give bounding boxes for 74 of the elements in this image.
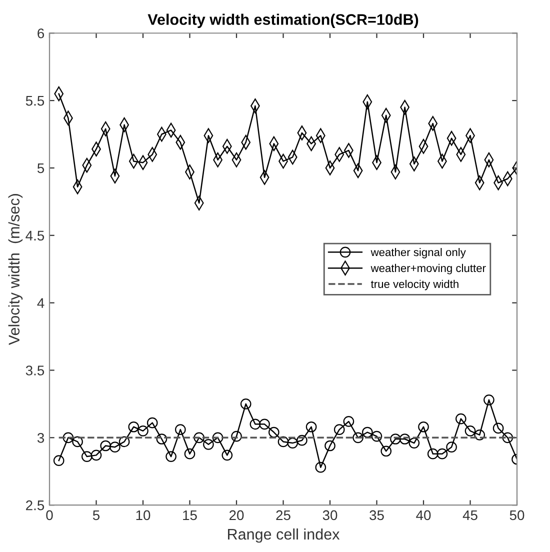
point bbox=[138, 426, 148, 436]
x-axis-title: Range cell index bbox=[228, 528, 340, 543]
point bbox=[250, 418, 261, 430]
point bbox=[464, 426, 476, 436]
point bbox=[343, 416, 354, 427]
point bbox=[306, 421, 317, 432]
point bbox=[474, 430, 486, 440]
legend-label: weather signal only bbox=[370, 248, 466, 258]
x-tick-label: 30 bbox=[322, 510, 338, 520]
point bbox=[455, 413, 466, 424]
point bbox=[362, 426, 373, 438]
point bbox=[231, 430, 242, 442]
y-tick-label: 6 bbox=[38, 28, 44, 38]
point bbox=[174, 424, 186, 435]
point bbox=[278, 436, 289, 448]
legend-label: weather+moving clutter bbox=[370, 264, 486, 274]
point bbox=[492, 422, 504, 434]
point bbox=[72, 436, 83, 448]
point bbox=[53, 455, 64, 466]
point bbox=[399, 434, 410, 444]
point bbox=[184, 448, 196, 460]
x-tick-label: 20 bbox=[229, 510, 244, 520]
x-tick-label: 5 bbox=[92, 510, 100, 520]
point bbox=[484, 394, 494, 406]
point bbox=[296, 434, 308, 446]
point bbox=[259, 418, 270, 430]
y-tick-label: 4 bbox=[37, 298, 44, 308]
x-tick-label: 50 bbox=[510, 510, 524, 520]
point bbox=[408, 438, 420, 448]
x-tick-label: 0 bbox=[46, 510, 53, 520]
point bbox=[166, 451, 176, 462]
point bbox=[352, 432, 364, 444]
x-tick-label: 35 bbox=[370, 510, 384, 520]
x-tick-label: 45 bbox=[462, 510, 478, 520]
point bbox=[62, 432, 74, 444]
point bbox=[287, 438, 298, 448]
point bbox=[390, 434, 401, 444]
point bbox=[427, 448, 438, 460]
point bbox=[90, 450, 102, 461]
point bbox=[436, 448, 448, 460]
point bbox=[418, 421, 429, 432]
point bbox=[194, 432, 205, 444]
point bbox=[324, 440, 336, 452]
point bbox=[446, 442, 457, 453]
legend-label: true velocity width bbox=[370, 280, 458, 290]
point bbox=[110, 442, 120, 453]
point bbox=[146, 417, 158, 428]
point bbox=[334, 424, 345, 435]
x-tick-label: 10 bbox=[136, 510, 150, 520]
point bbox=[100, 440, 112, 452]
point bbox=[212, 432, 224, 444]
point bbox=[81, 451, 92, 462]
point bbox=[371, 430, 382, 442]
point bbox=[156, 434, 168, 444]
y-tick-label: 4.5 bbox=[26, 230, 44, 241]
point bbox=[203, 438, 214, 450]
x-tick-label: 15 bbox=[183, 510, 197, 520]
y-tick-label: 5.5 bbox=[26, 96, 44, 106]
point bbox=[502, 432, 514, 444]
point bbox=[240, 398, 252, 410]
point bbox=[222, 450, 233, 461]
point bbox=[128, 421, 140, 432]
x-tick-label: 40 bbox=[416, 510, 431, 520]
y-tick-label: 3.5 bbox=[26, 366, 44, 376]
x-tick-label: 25 bbox=[276, 510, 290, 520]
point bbox=[380, 446, 392, 457]
point bbox=[118, 436, 130, 448]
y-tick-label: 2.5 bbox=[26, 500, 44, 510]
point bbox=[315, 462, 326, 473]
y-tick-label: 3 bbox=[37, 432, 44, 443]
y-tick-label: 5 bbox=[37, 163, 44, 174]
chart-title: Velocity width estimation(SCR=10dB) bbox=[148, 14, 418, 28]
y-axis-title: Velocity width (m/sec) bbox=[8, 194, 23, 346]
point bbox=[268, 426, 280, 438]
